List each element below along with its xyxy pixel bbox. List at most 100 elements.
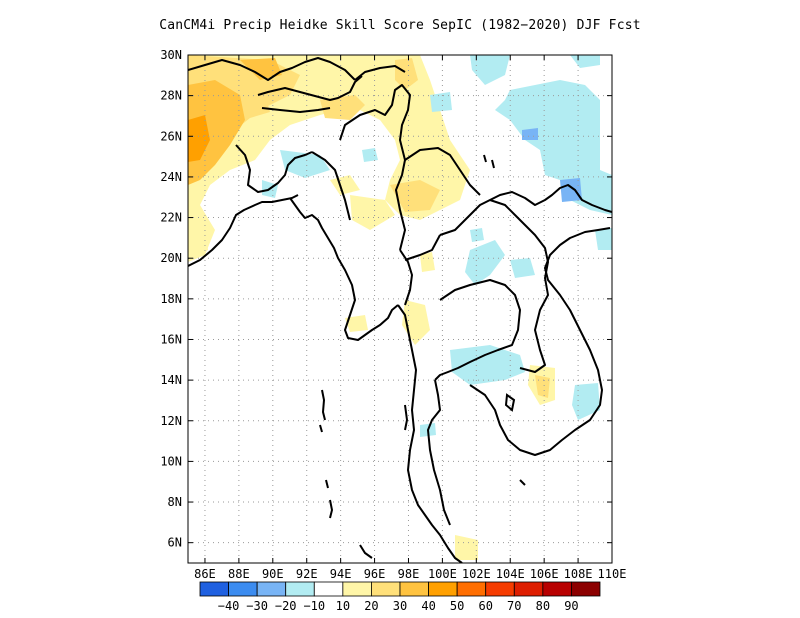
lat-label: 16N [160,332,182,346]
skill-score-shading [188,55,612,560]
lon-label: 100E [428,567,457,581]
shade-n10-thai-south [470,228,484,242]
shade-20-tibet-b [395,58,418,90]
colorbar-swatch [199,581,229,597]
shade-10-north-burma [330,175,360,195]
india-west-coast [188,194,299,267]
colorbar-label: 20 [364,599,378,613]
lon-label: 98E [398,567,420,581]
shade-30-north-india [188,80,245,185]
lat-label: 28N [160,89,182,103]
shade-n10-thailand [450,345,525,385]
andaman-islands [319,154,526,559]
lat-label: 30N [160,48,182,62]
colorbar-swatch [456,581,487,597]
thai-gulf-coast [427,379,451,526]
colorbar [199,581,601,597]
colorbar-label: 80 [536,599,550,613]
lon-label: 104E [496,567,525,581]
bangladesh-coast [289,197,399,341]
colorbar-label: −40 [218,599,240,613]
lat-label: 6N [168,536,182,550]
colorbar-label: 30 [393,599,407,613]
colorbar-label: 60 [478,599,492,613]
shade-20-yunnan [390,180,440,212]
laos-border [439,199,549,373]
lat-label: 24N [160,170,182,184]
lat-label: 22N [160,211,182,225]
tibet-ridge [354,65,406,81]
shade-10-myanmar-central [350,195,395,230]
shade-20-cambodia [535,375,550,398]
china-inner [404,147,481,196]
myanmar-china-border [339,84,411,251]
colorbar-swatch [313,581,344,597]
bhutan-south [261,107,331,113]
colorbar-swatch [513,581,544,597]
lon-label: 102E [462,567,491,581]
colorbar-swatch [256,581,287,597]
colorbar-swatch [371,581,401,597]
colorbar-labels: −40 −30 −20 −10 10 20 30 40 50 60 70 80 90 [218,599,579,613]
axis-ticks [188,54,613,563]
colorbar-label: 40 [421,599,435,613]
colorbar-swatch [228,581,258,597]
colorbar-label: −10 [303,599,325,613]
bhutan-border [257,75,363,101]
bangladesh-border [235,144,313,193]
shade-n10-china-e [570,55,600,68]
lat-label: 14N [160,373,182,387]
colorbar-label: 50 [450,599,464,613]
lon-label: 86E [194,567,216,581]
lon-label: 106E [530,567,559,581]
shade-10-tibet [300,55,470,220]
lon-label: 108E [564,567,593,581]
nepal-border [188,57,356,81]
shade-10-laos [420,252,435,272]
colorbar-label: 90 [564,599,578,613]
lon-label: 90E [262,567,284,581]
shade-10-bay [188,215,208,258]
colorbar-label: −20 [275,599,297,613]
shade-n10-south-china [495,80,612,215]
vietnam-north-border [489,184,612,213]
shade-n10-laos [465,240,505,285]
myanmar-thai-border [399,249,413,306]
shade-10-arakan [345,315,368,332]
lat-label: 10N [160,454,182,468]
shade-n20-china-a [560,178,582,202]
lon-label: 88E [228,567,250,581]
shade-30-bihar [240,58,282,80]
shade-n10-myanmar [362,148,378,162]
map-frame [187,54,613,564]
lon-label: 96E [364,567,386,581]
colorbar-swatch [399,581,429,597]
longitude-labels: 86E 88E 90E 92E 94E 96E 98E 100E 102E 104E 106E 108… [194,567,626,581]
colorbar-swatch [285,581,315,597]
thailand-east-border [434,279,521,381]
lat-label: 26N [160,129,182,143]
colorbar-label: −30 [246,599,268,613]
colorbar-swatch [571,581,601,597]
india-myanmar-border [311,151,351,221]
shade-10-gulf [455,535,478,560]
lat-label: 8N [168,495,182,509]
colorbar-swatch [542,581,572,597]
myanmar-south-coast [397,304,463,563]
lon-label: 92E [296,567,318,581]
colorbar-swatch [485,581,515,597]
colorbar-label: 70 [507,599,521,613]
thailand-north-border [404,234,441,261]
shade-n20-china-b [522,128,538,140]
shade-20-tibet-a [320,95,365,120]
lat-label: 18N [160,292,182,306]
lat-label: 12N [160,414,182,428]
latitude-labels: 30N 28N 26N 24N 22N 20N 18N 16N 14N 12N 10N 8N 6N [160,48,182,550]
coastlines-and-borders [188,57,612,563]
colorbar-label: 10 [336,599,350,613]
lat-label: 20N [160,251,182,265]
cambodia-vietnam-coast [469,227,611,456]
map-title: CanCM4i Precip Heidke Skill Score SepIC … [159,18,641,33]
shade-n10-se [595,228,612,250]
